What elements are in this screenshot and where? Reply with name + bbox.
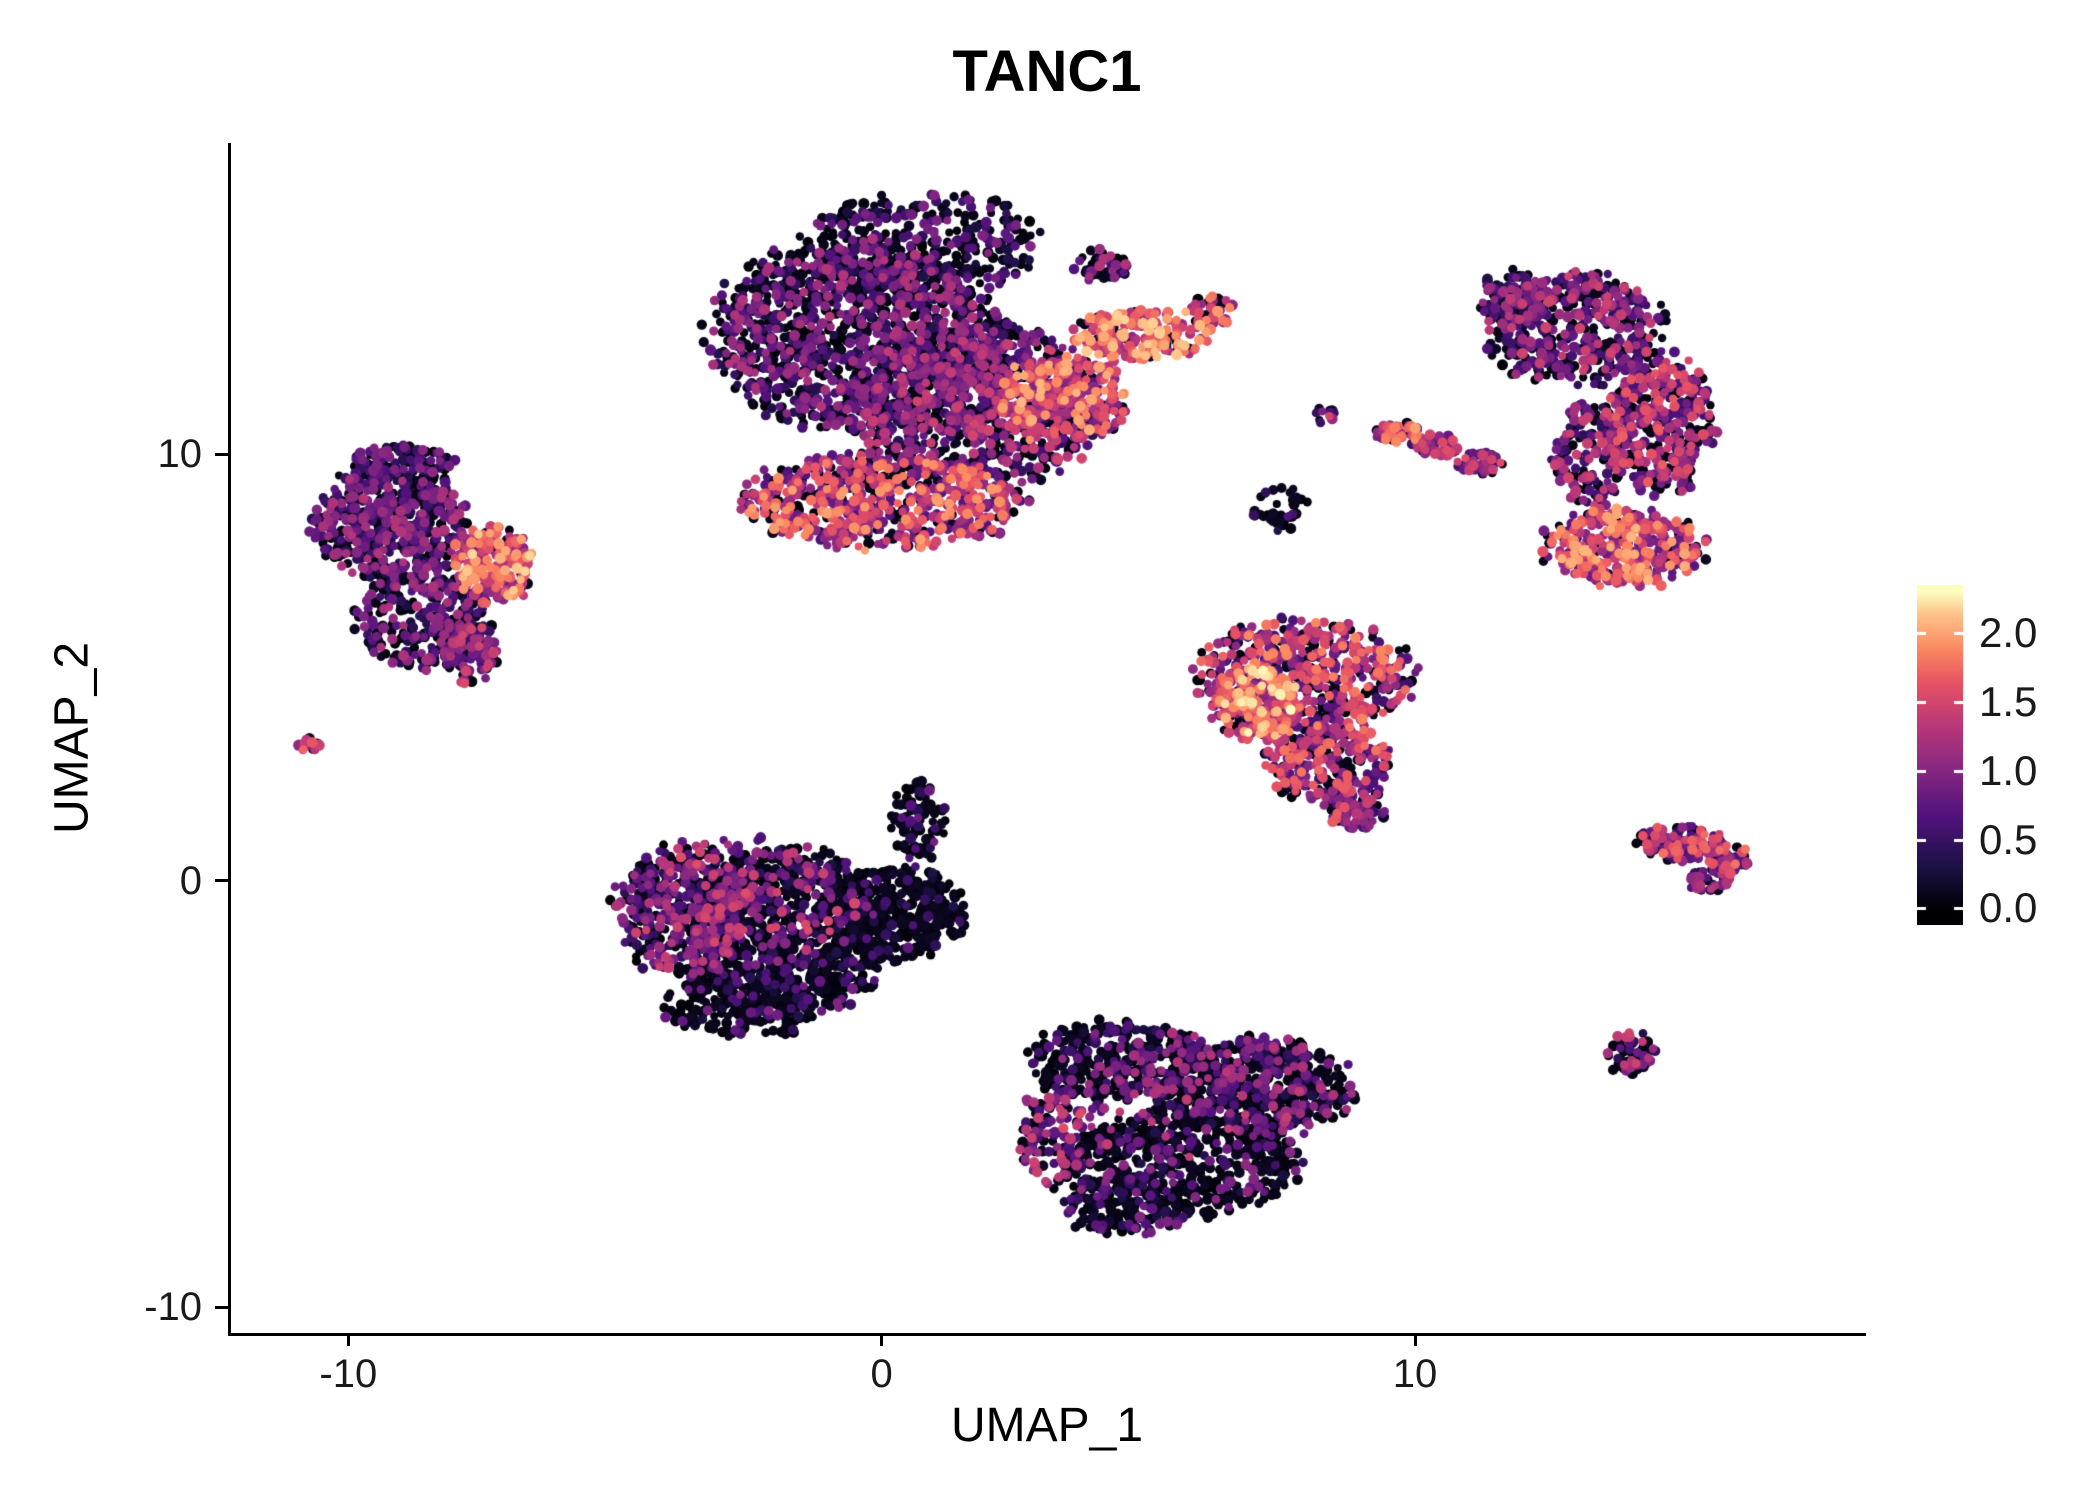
y-tick-label: -10: [144, 1285, 202, 1330]
legend-tick-label: 1.5: [1979, 678, 2038, 725]
y-tick-mark: [215, 452, 228, 456]
y-tick-label: 0: [179, 858, 202, 903]
x-tick-mark: [1413, 1333, 1417, 1346]
x-tick-label: -10: [319, 1352, 378, 1396]
legend-tick-label: 2.0: [1979, 609, 2038, 657]
x-tick-label: 10: [1392, 1352, 1438, 1396]
y-tick-mark: [215, 879, 228, 883]
x-axis-title: UMAP_1: [950, 1399, 1144, 1452]
y-tick-label: 10: [157, 432, 203, 477]
colorbar-gradient: [1917, 585, 1963, 925]
x-axis-line: [228, 1333, 1866, 1336]
x-tick-mark: [880, 1333, 884, 1346]
y-axis-line: [228, 143, 231, 1336]
y-axis-title: UMAP_2: [45, 641, 99, 835]
legend-tick-label: 0.0: [1979, 884, 2038, 932]
y-tick-mark: [215, 1305, 228, 1309]
x-tick-mark: [346, 1333, 350, 1346]
legend-tick-label: 1.0: [1979, 746, 2038, 794]
umap-scatter-canvas: [231, 143, 1863, 1333]
legend-tick-label: 0.5: [1979, 815, 2038, 863]
x-tick-label: 0: [870, 1352, 893, 1396]
plot-title: TANC1: [952, 39, 1142, 104]
